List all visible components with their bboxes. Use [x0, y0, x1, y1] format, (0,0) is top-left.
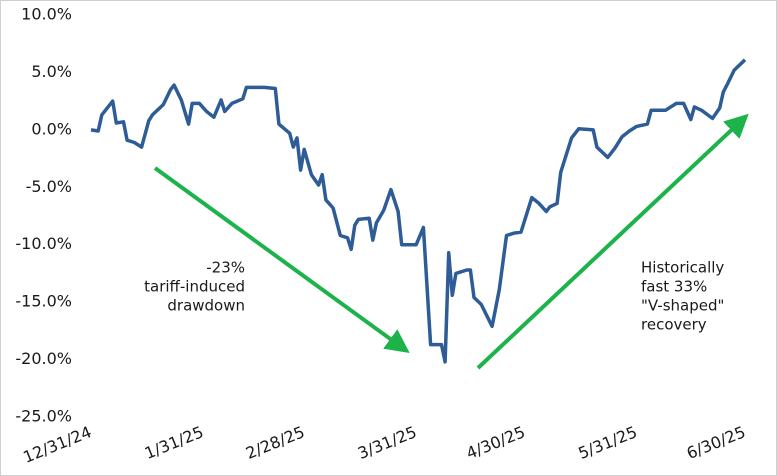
annotation: recovery	[641, 316, 707, 334]
drawdown-arrow	[153, 166, 410, 354]
y-tick-label: 0.0%	[31, 119, 72, 138]
annotation: drawdown	[167, 297, 245, 315]
recovery-arrow	[476, 113, 749, 370]
annotation: fast 33%	[641, 278, 707, 296]
annotation: "V-shaped"	[641, 297, 724, 315]
line-series	[90, 58, 747, 364]
y-tick-label: -25.0%	[15, 407, 72, 426]
y-tick-label: -5.0%	[26, 177, 72, 196]
y-tick-label: -10.0%	[15, 234, 72, 253]
annotation: Historically	[641, 259, 724, 277]
y-tick-label: -15.0%	[15, 292, 72, 311]
y-tick-label: -20.0%	[15, 349, 72, 368]
y-tick-label: 10.0%	[21, 5, 72, 24]
annotation: tariff-induced	[144, 278, 245, 296]
y-tick-label: 5.0%	[31, 62, 72, 81]
annotation: -23%	[206, 259, 245, 277]
